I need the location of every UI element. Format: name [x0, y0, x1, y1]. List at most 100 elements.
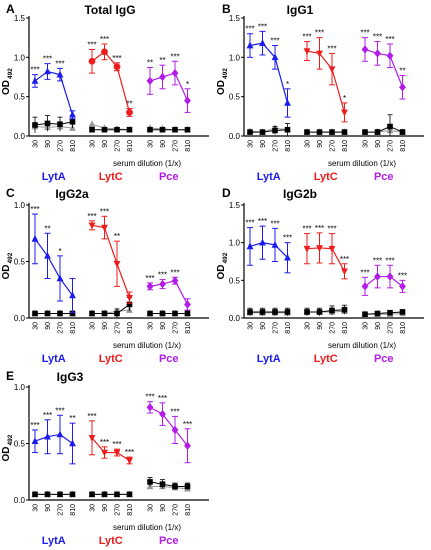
control-marker: [89, 310, 95, 317]
x-tick-label: 810: [70, 140, 77, 152]
x-tick-label: 30: [363, 322, 370, 330]
significance-label: ***: [340, 255, 349, 264]
x-tick-label: 810: [127, 322, 134, 334]
x-tick-label: 30: [90, 322, 97, 330]
x-tick-label: 30: [90, 504, 97, 512]
immune-marker: [56, 274, 64, 282]
y-axis-label-subscript: 492: [222, 68, 229, 79]
control-marker: [126, 126, 133, 133]
control-marker: [159, 481, 166, 487]
x-tick-label: 810: [70, 504, 77, 516]
significance-label: ***: [43, 55, 52, 64]
x-tick-label: 810: [285, 140, 292, 152]
group-label: LytC: [99, 535, 123, 547]
immune-line: [91, 51, 131, 113]
significance-label: ***: [100, 207, 109, 216]
control-marker: [259, 309, 266, 315]
x-tick-label: 90: [375, 322, 382, 330]
group-label: Pce: [159, 353, 179, 365]
x-tick-label: 30: [363, 140, 370, 148]
significance-label: **: [159, 56, 165, 65]
group-label: Pce: [374, 353, 394, 365]
control-marker: [44, 491, 51, 498]
control-marker: [69, 310, 76, 317]
significance-label: **: [114, 232, 120, 241]
immune-marker: [259, 39, 266, 46]
x-tick-label: 270: [330, 140, 337, 152]
immune-line: [149, 406, 188, 447]
x-tick-label: 90: [317, 322, 324, 330]
y-tick-label: 1.5: [14, 14, 26, 23]
immune-marker: [171, 425, 179, 435]
panel-letter: C: [6, 186, 15, 200]
control-marker: [304, 129, 310, 135]
x-tick-label: 270: [58, 504, 65, 516]
y-tick-label: 1.5: [229, 201, 241, 210]
x-tick-label: 810: [185, 504, 192, 516]
control-marker: [329, 129, 335, 135]
group-lyta: 30 90 270 810*** *** ******LytA: [245, 217, 292, 365]
group-lyta: 30 90 270 810***********LytA: [30, 406, 77, 547]
y-tick-label: 0.5: [14, 440, 26, 449]
x-tick-label: 270: [388, 322, 395, 334]
significance-label: ***: [43, 411, 52, 420]
control-marker: [184, 483, 191, 490]
control-line: [149, 481, 188, 487]
significance-label: ***: [245, 219, 254, 228]
control-marker: [114, 310, 120, 317]
y-tick-label: 1.0: [229, 239, 241, 248]
x-axis-title: serum dilution (1/x): [328, 159, 396, 168]
immune-line: [306, 50, 346, 113]
immune-marker: [361, 282, 369, 291]
significance-label: ***: [398, 271, 407, 280]
immune-marker: [303, 48, 311, 56]
significance-label: ***: [302, 225, 311, 234]
immune-marker: [101, 48, 108, 56]
control-marker: [147, 126, 153, 133]
immune-marker: [171, 276, 179, 285]
significance-label: ***: [145, 393, 154, 402]
y-axis-label-subscript: 492: [7, 68, 14, 79]
immune-marker: [284, 253, 291, 261]
x-tick-label: 90: [102, 140, 109, 148]
immune-marker: [146, 76, 154, 86]
control-marker: [101, 310, 108, 317]
x-tick-label: 810: [400, 322, 407, 334]
y-tick-label: 0.0: [14, 314, 26, 323]
immune-line: [249, 242, 288, 259]
panel-title: IgG3: [57, 370, 84, 384]
y-tick-label: 1.0: [229, 53, 241, 62]
immune-marker: [184, 300, 191, 309]
control-grey-line: [92, 309, 130, 314]
immune-line: [149, 72, 189, 101]
significance-label: *: [186, 80, 189, 89]
control-marker: [184, 310, 191, 317]
group-label: LytC: [314, 171, 338, 183]
group-label: LytA: [42, 353, 66, 365]
control-marker: [101, 126, 108, 133]
control-marker: [147, 310, 153, 317]
significance-label: ***: [373, 33, 382, 42]
immune-marker: [316, 245, 323, 252]
x-tick-label: 810: [185, 140, 192, 152]
x-tick-label: 90: [317, 140, 324, 148]
significance-label: ***: [183, 420, 192, 429]
immune-marker: [101, 449, 108, 457]
immune-line: [306, 247, 346, 272]
immune-marker: [246, 41, 254, 49]
x-tick-label: 270: [273, 140, 280, 152]
immune-marker: [284, 98, 291, 106]
x-tick-label: 270: [173, 504, 180, 516]
x-tick-label: 30: [305, 322, 312, 330]
immune-line: [364, 48, 404, 88]
significance-label: ***: [327, 225, 336, 234]
control-marker: [284, 126, 291, 133]
immune-marker: [341, 109, 348, 117]
significance-label: ***: [270, 37, 279, 46]
control-marker: [89, 491, 95, 498]
